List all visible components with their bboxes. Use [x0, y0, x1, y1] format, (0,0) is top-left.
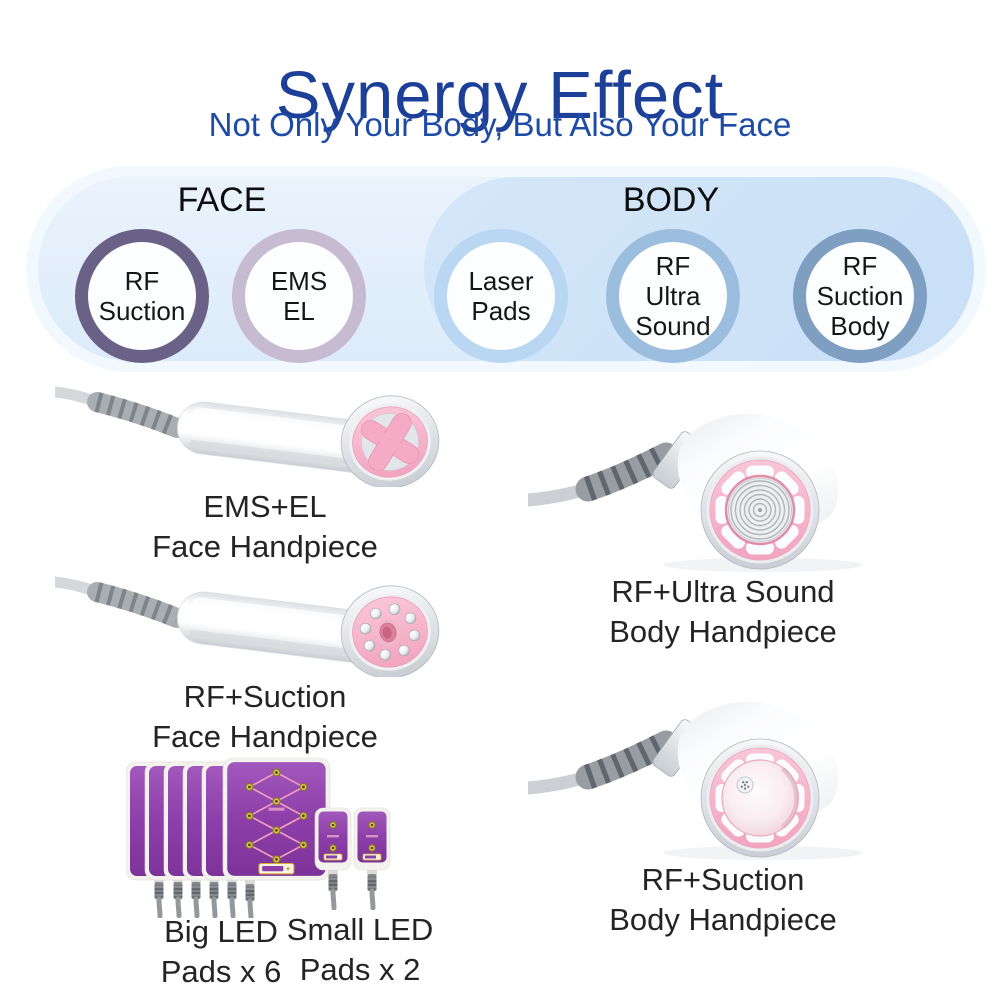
badge-ems-el-label: EMS EL	[270, 265, 328, 326]
big-led-pads-caption: Big LED Pads x 6	[160, 914, 282, 990]
product-rf-suction-face-handpiece: RF+Suction Face Handpiece	[55, 572, 475, 758]
rf-suction-face-handpiece-caption: RF+Suction Face Handpiece	[152, 679, 378, 755]
badge-laser-pads: Laser Pads	[434, 229, 568, 363]
product-small-led-pads: Small LED Pads x 2	[287, 806, 440, 991]
badge-rf-suction-label: RF Suction	[98, 265, 186, 326]
badge-laser-pads-label: Laser Pads	[468, 265, 534, 326]
product-rf-ultrasound-body-handpiece: RF+Ultra Sound Body Handpiece	[528, 404, 958, 653]
rf-ultrasound-body-handpiece-illustration	[528, 404, 958, 574]
ems-el-face-handpiece-illustration	[55, 382, 475, 487]
badge-rf-suction-body: RF Suction Body	[793, 229, 927, 363]
small-led-pads-illustration	[312, 806, 422, 910]
badge-ems-el: EMS EL	[232, 229, 366, 363]
rf-suction-face-handpiece-illustration	[55, 572, 475, 677]
rf-suction-body-handpiece-caption: RF+Suction Body Handpiece	[609, 862, 837, 938]
ems-el-face-handpiece-caption: EMS+EL Face Handpiece	[152, 489, 378, 565]
badge-rf-suction: RF Suction	[75, 229, 209, 363]
product-big-led-pads: Big LED Pads x 6	[126, 756, 356, 993]
badge-rf-ultrasound: RF Ultra Sound	[606, 229, 740, 363]
product-rf-suction-body-handpiece: RF+Suction Body Handpiece	[528, 692, 958, 941]
face-section-label: FACE	[177, 181, 267, 219]
page-title: Synergy Effect	[275, 57, 725, 133]
body-section-label: BODY	[622, 181, 720, 219]
rf-ultrasound-body-handpiece-caption: RF+Ultra Sound Body Handpiece	[609, 574, 837, 650]
product-ems-el-face-handpiece: EMS+EL Face Handpiece	[55, 382, 475, 568]
page-subtitle: Not Only Your Body, But Also Your Face	[208, 106, 792, 143]
small-led-pads-caption: Small LED Pads x 2	[286, 912, 434, 988]
rf-suction-body-handpiece-illustration	[528, 692, 958, 862]
badge-rf-suction-body-label: RF Suction Body	[816, 250, 904, 342]
badge-rf-ultrasound-label: RF Ultra Sound	[635, 250, 711, 342]
